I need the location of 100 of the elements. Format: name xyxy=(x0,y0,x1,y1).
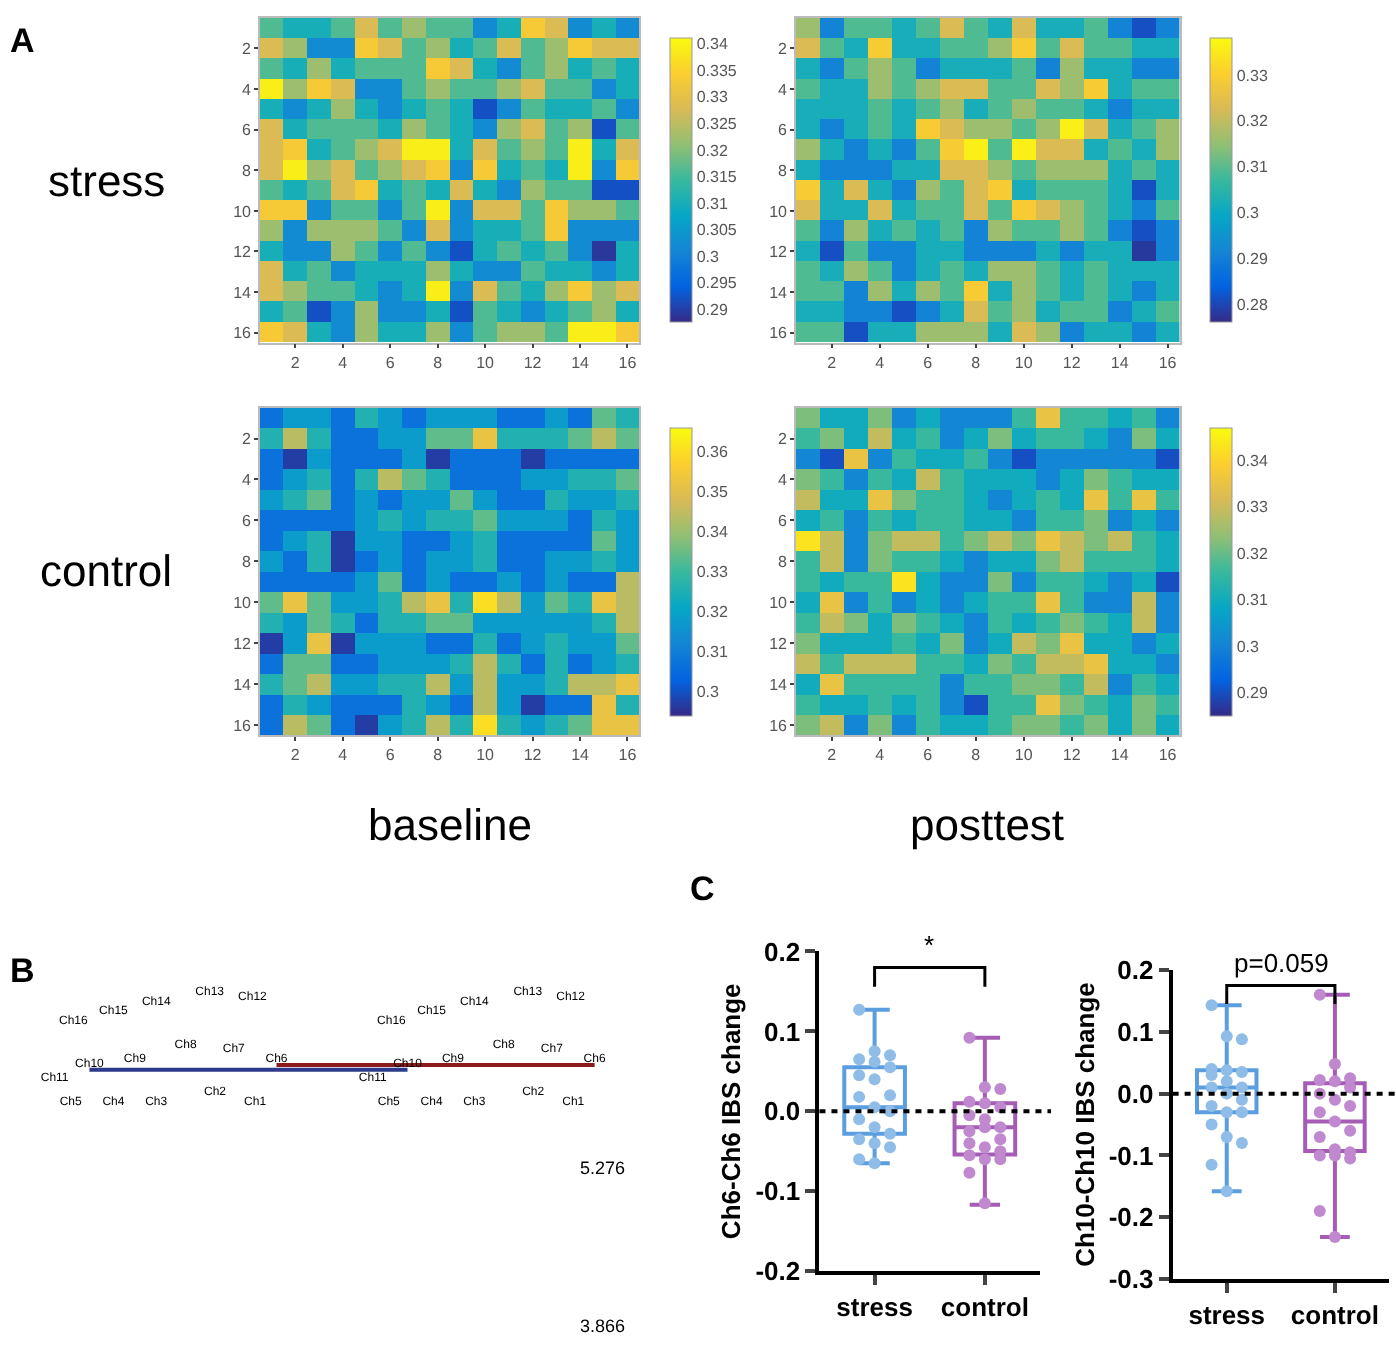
y-tick-label: 10 xyxy=(769,593,789,612)
y-tick-label: 14 xyxy=(233,675,253,694)
y-tick-label: 0.0 xyxy=(764,1096,801,1127)
y-tick-label: 10 xyxy=(233,202,253,221)
y-tick-label: 0.2 xyxy=(1117,955,1154,986)
y-axis-title: control xyxy=(40,546,173,596)
color-bar-label: 0.33 xyxy=(696,88,729,107)
y-tick-label: 2 xyxy=(778,430,789,449)
y-tick-label: 14 xyxy=(769,283,789,302)
color-bar-label: 0.28 xyxy=(1236,295,1269,314)
x-tick-label: 4 xyxy=(338,746,349,765)
x-tick-label: 12 xyxy=(523,746,543,765)
x-tick-label: 10 xyxy=(476,746,496,765)
text: 3.866 xyxy=(580,1316,626,1336)
y-tick-label: 12 xyxy=(233,243,253,262)
y-tick-label: 12 xyxy=(233,634,253,653)
color-bar-label: 0.32 xyxy=(696,141,729,160)
y-tick-label: 4 xyxy=(778,80,789,99)
color-bar-label: 0.29 xyxy=(696,300,729,319)
color-bar-label: 0.29 xyxy=(1236,683,1269,702)
y-tick-label: 10 xyxy=(233,593,253,612)
color-bar-label: 0.31 xyxy=(1236,591,1269,610)
x-tick-label: 8 xyxy=(433,746,444,765)
y-tick-label: 16 xyxy=(233,324,253,343)
x-tick-label: 10 xyxy=(1014,353,1034,372)
y-tick-label: 4 xyxy=(242,80,253,99)
x-tick-label: control xyxy=(940,1292,1029,1323)
color-bar-label: 0.295 xyxy=(696,274,738,293)
color-bar-label: 0.34 xyxy=(1236,451,1269,470)
y-tick-label: 8 xyxy=(778,161,789,180)
y-tick-label: 6 xyxy=(778,512,789,530)
color-bar-label: 0.32 xyxy=(696,603,729,622)
y-tick-label: 0.2 xyxy=(764,936,801,967)
x-tick-label: 2 xyxy=(827,353,838,372)
x-tick-label: 4 xyxy=(875,746,886,765)
y-tick-label: 0.1 xyxy=(1117,1016,1154,1047)
y-tick-label: -0.1 xyxy=(755,1176,801,1207)
y-tick-label: -0.3 xyxy=(1108,1264,1154,1295)
color-bar-label: 0.36 xyxy=(696,443,729,462)
x-tick-label: 4 xyxy=(875,353,886,372)
x-tick-label: 16 xyxy=(1158,353,1178,372)
y-tick-label: 6 xyxy=(242,512,253,530)
y-tick-label: 12 xyxy=(769,634,789,653)
x-tick-label: 10 xyxy=(476,353,496,372)
y-tick-label: 6 xyxy=(242,121,253,140)
y-tick-label: 14 xyxy=(769,675,789,694)
y-tick-label: 12 xyxy=(769,243,789,262)
x-tick-label: 12 xyxy=(523,353,543,372)
x-tick-label: control xyxy=(1290,1300,1379,1331)
color-bar-label: 0.305 xyxy=(696,221,738,240)
y-tick-label: 0.0 xyxy=(1117,1078,1154,1109)
x-tick-label: stress xyxy=(1188,1300,1266,1331)
x-tick-label: 10 xyxy=(1014,746,1034,765)
y-tick-label: -0.2 xyxy=(1108,1202,1154,1233)
color-bar-label: 0.325 xyxy=(696,114,738,133)
y-axis-title: Ch10-Ch10 IBS change xyxy=(1069,982,1100,1267)
x-tick-label: 16 xyxy=(618,353,638,372)
y-tick-label: 2 xyxy=(242,430,253,449)
color-bar-label: 0.3 xyxy=(696,683,721,702)
x-tick-label: 12 xyxy=(1062,353,1082,372)
y-tick-label: 8 xyxy=(242,161,253,180)
x-tick-label: 14 xyxy=(571,746,591,765)
x-tick-label: 2 xyxy=(290,746,301,765)
chart-title: C xyxy=(690,870,715,908)
color-bar-label: 0.3 xyxy=(1236,637,1261,656)
color-bar-label: 0.31 xyxy=(696,194,729,213)
x-axis-title: posttest xyxy=(910,800,1065,850)
text: B xyxy=(10,952,35,990)
text: 5.276 xyxy=(580,1158,626,1178)
color-bar-label: 0.31 xyxy=(696,643,729,662)
color-bar-label: 0.34 xyxy=(696,35,729,54)
x-tick-label: stress xyxy=(836,1292,913,1323)
y-axis-title: Ch6-Ch6 IBS change xyxy=(716,983,747,1240)
color-bar-label: 0.33 xyxy=(696,563,729,582)
y-tick-label: -0.2 xyxy=(755,1256,801,1287)
annotation: * xyxy=(924,930,935,960)
x-tick-label: 6 xyxy=(923,353,934,372)
color-bar-label: 0.3 xyxy=(696,247,721,266)
color-bar-label: 0.29 xyxy=(1236,249,1269,268)
x-tick-label: 14 xyxy=(571,353,591,372)
x-tick-label: 2 xyxy=(827,746,838,765)
color-bar-label: 0.33 xyxy=(1236,66,1269,85)
x-tick-label: 16 xyxy=(618,746,638,765)
y-tick-label: -0.1 xyxy=(1108,1140,1154,1171)
chart-title: A xyxy=(10,22,35,60)
x-tick-label: 6 xyxy=(385,746,396,765)
color-bar-label: 0.35 xyxy=(696,483,729,502)
color-bar-label: 0.33 xyxy=(1236,498,1269,517)
y-tick-label: 8 xyxy=(778,552,789,571)
x-tick-label: 16 xyxy=(1158,746,1178,765)
y-tick-label: 2 xyxy=(778,40,789,59)
color-bar-label: 0.32 xyxy=(1236,544,1269,563)
color-bar-label: 0.335 xyxy=(696,61,738,80)
x-tick-label: 8 xyxy=(971,746,982,765)
annotation: p=0.059 xyxy=(1234,948,1329,978)
y-tick-label: 16 xyxy=(769,716,789,735)
y-tick-label: 4 xyxy=(778,471,789,490)
x-tick-label: 12 xyxy=(1062,746,1082,765)
x-tick-label: 2 xyxy=(290,353,301,372)
y-tick-label: 4 xyxy=(242,471,253,490)
